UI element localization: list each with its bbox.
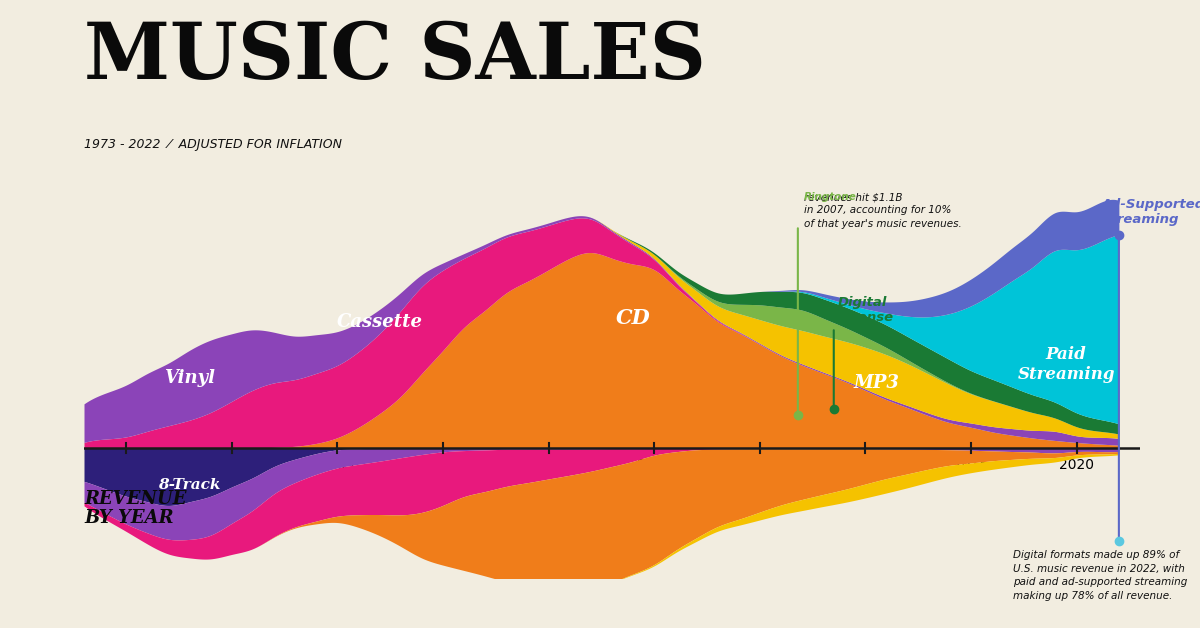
Text: 1973 - 2022  ⁄  ADJUSTED FOR INFLATION: 1973 - 2022 ⁄ ADJUSTED FOR INFLATION bbox=[84, 138, 342, 151]
Text: Paid
Streaming: Paid Streaming bbox=[1018, 346, 1115, 383]
Text: Ringtone: Ringtone bbox=[804, 192, 857, 202]
Text: Cassette: Cassette bbox=[337, 313, 422, 331]
Text: CD: CD bbox=[616, 308, 650, 328]
Text: revenues hit $1.1B
in 2007, accounting for 10%
of that year's music revenues.: revenues hit $1.1B in 2007, accounting f… bbox=[804, 192, 962, 229]
Text: 8-Track: 8-Track bbox=[158, 478, 221, 492]
Text: MUSIC SALES: MUSIC SALES bbox=[84, 19, 706, 95]
Text: REVENUE
BY YEAR: REVENUE BY YEAR bbox=[84, 490, 186, 528]
Text: Digital formats made up 89% of
U.S. music revenue in 2022, with
paid and ad-supp: Digital formats made up 89% of U.S. musi… bbox=[1013, 550, 1188, 601]
Text: Vinyl: Vinyl bbox=[164, 369, 215, 386]
Text: MP3: MP3 bbox=[853, 374, 899, 392]
Text: Ad-Supported
Streaming: Ad-Supported Streaming bbox=[1102, 198, 1200, 225]
Text: Digital
License: Digital License bbox=[838, 296, 894, 324]
